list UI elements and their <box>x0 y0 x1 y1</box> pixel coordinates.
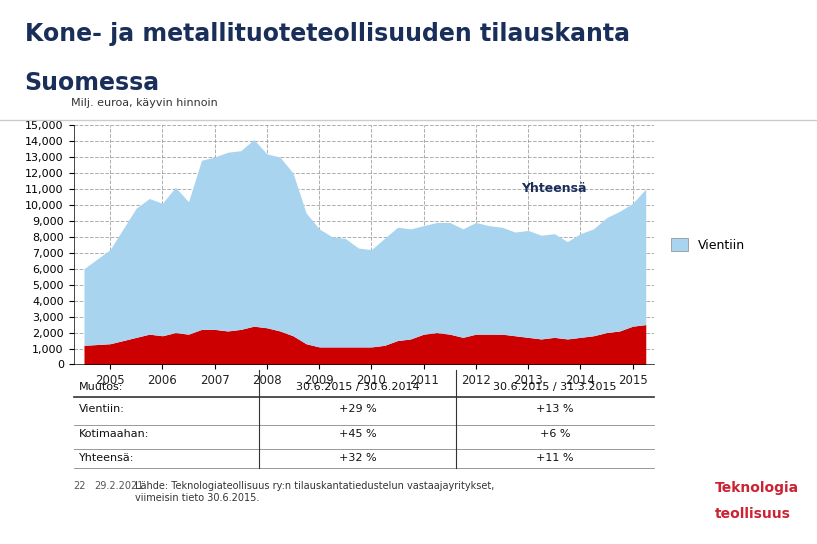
Text: Suomessa: Suomessa <box>25 71 159 95</box>
Text: +11 %: +11 % <box>536 453 574 463</box>
Text: 22: 22 <box>74 481 86 491</box>
Text: Kotimaahan:: Kotimaahan: <box>79 429 150 438</box>
Text: +29 %: +29 % <box>339 404 377 414</box>
Text: Kone- ja metallituoteteollisuuden tilauskanta: Kone- ja metallituoteteollisuuden tilaus… <box>25 22 630 46</box>
Text: +13 %: +13 % <box>536 404 574 414</box>
Text: teollisuus: teollisuus <box>715 507 791 521</box>
Legend: Vientiin: Vientiin <box>666 233 750 257</box>
Text: 30.6.2015 / 30.6.2014: 30.6.2015 / 30.6.2014 <box>296 382 420 392</box>
Text: Lähde: Teknologiateollisuus ry:n tilauskantatiedustelun vastaajayritykset,
viime: Lähde: Teknologiateollisuus ry:n tilausk… <box>135 481 494 503</box>
Text: 30.6.2015 / 31.3.2015: 30.6.2015 / 31.3.2015 <box>493 382 617 392</box>
Text: +6 %: +6 % <box>540 429 570 438</box>
Text: Teknologia: Teknologia <box>715 481 799 496</box>
Text: 29.2.2021: 29.2.2021 <box>94 481 143 491</box>
Text: Milj. euroa, käyvin hinnoin: Milj. euroa, käyvin hinnoin <box>70 98 217 108</box>
Text: +45 %: +45 % <box>339 429 377 438</box>
Text: Vientiin:: Vientiin: <box>79 404 125 414</box>
Text: +32 %: +32 % <box>339 453 377 463</box>
Text: Muutos:: Muutos: <box>79 382 123 392</box>
Text: Yhteensä: Yhteensä <box>521 182 587 195</box>
Text: Yhteensä:: Yhteensä: <box>79 453 135 463</box>
